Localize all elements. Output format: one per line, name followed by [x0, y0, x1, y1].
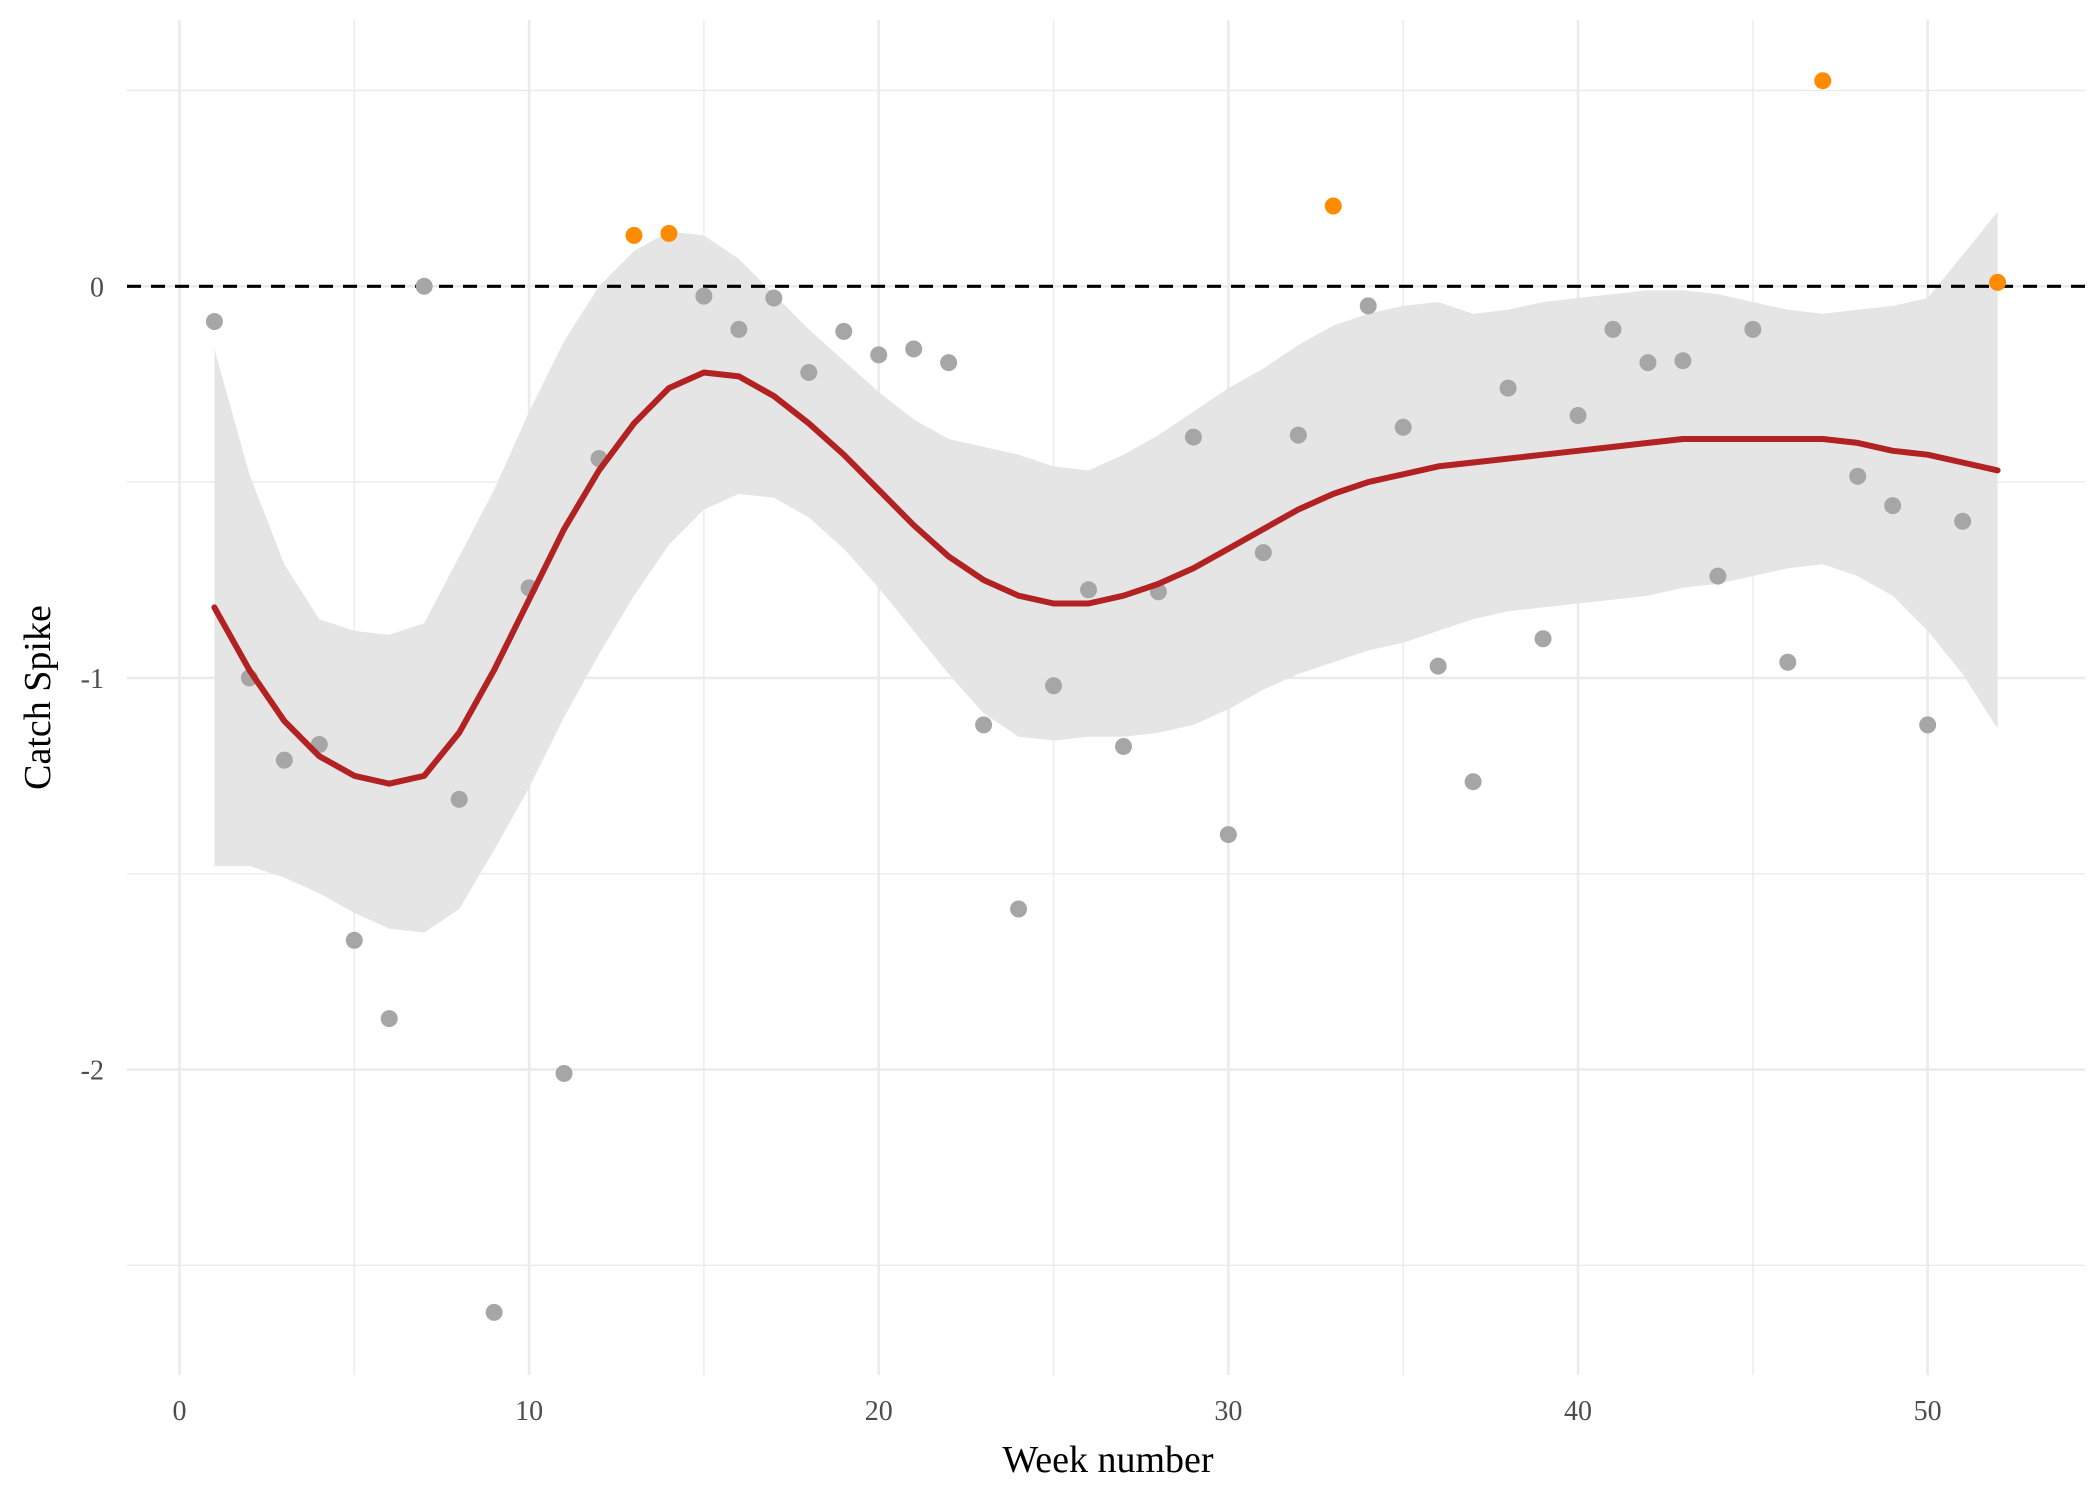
- data-point: [1254, 544, 1272, 562]
- data-point: [1464, 773, 1482, 791]
- data-point: [1674, 352, 1692, 370]
- data-point: [345, 931, 363, 949]
- x-tick-label: 30: [1214, 1396, 1242, 1427]
- data-point: [1289, 426, 1307, 444]
- spike-point: [1324, 197, 1342, 215]
- data-point: [800, 363, 818, 381]
- data-point: [695, 287, 713, 305]
- y-tick-label: -1: [81, 664, 104, 695]
- x-tick-label: 40: [1564, 1396, 1592, 1427]
- data-point: [1849, 467, 1867, 485]
- smooth-line-layer: [211, 369, 2001, 787]
- x-axis-title: Week number: [1002, 1439, 1213, 1481]
- data-point: [1080, 581, 1098, 599]
- data-point: [1744, 320, 1762, 338]
- data-point: [1709, 567, 1727, 585]
- data-point: [1534, 630, 1552, 648]
- y-tick-label: 0: [90, 272, 104, 303]
- data-point: [1954, 512, 1972, 530]
- y-tick-label: -2: [81, 1056, 104, 1087]
- data-point: [1919, 716, 1937, 734]
- x-tick-label: 20: [865, 1396, 893, 1427]
- confidence-band: [214, 211, 1998, 933]
- data-point: [1779, 653, 1797, 671]
- data-point: [1114, 737, 1132, 755]
- data-point: [765, 289, 783, 307]
- data-point: [555, 1064, 573, 1082]
- data-point: [380, 1010, 398, 1028]
- data-point: [205, 313, 223, 331]
- x-tick-label: 10: [515, 1396, 543, 1427]
- data-point: [415, 277, 433, 295]
- data-point: [275, 751, 293, 769]
- spike-point: [1989, 273, 2007, 291]
- tick-labels: 0 10 20 30 40 50 0 -1 -2: [81, 272, 1942, 1427]
- spike-point: [625, 226, 643, 244]
- x-tick-label: 50: [1914, 1396, 1942, 1427]
- data-point: [1219, 826, 1237, 844]
- smooth-trend-line: [211, 369, 2001, 787]
- data-point: [1359, 297, 1377, 315]
- data-point: [1884, 497, 1902, 515]
- data-point: [1499, 379, 1517, 397]
- data-point: [940, 354, 958, 372]
- data-point: [1045, 677, 1063, 695]
- data-point: [450, 790, 468, 808]
- confidence-band-layer: [214, 211, 1998, 933]
- y-axis-title: Catch Spike: [17, 605, 59, 790]
- data-point: [835, 322, 853, 340]
- data-point: [1184, 428, 1202, 446]
- data-point: [1569, 407, 1587, 425]
- grid: [127, 20, 2085, 1375]
- data-point: [1394, 418, 1412, 436]
- data-point: [485, 1303, 503, 1321]
- data-point: [1639, 354, 1657, 372]
- data-point: [1010, 900, 1028, 918]
- spike-point: [660, 224, 678, 242]
- spike-point: [1814, 72, 1832, 90]
- data-point: [870, 346, 888, 364]
- data-point: [730, 320, 748, 338]
- data-point: [1429, 657, 1447, 675]
- data-point: [975, 716, 993, 734]
- data-point: [1604, 320, 1622, 338]
- x-tick-label: 0: [172, 1396, 186, 1427]
- data-point: [905, 340, 923, 358]
